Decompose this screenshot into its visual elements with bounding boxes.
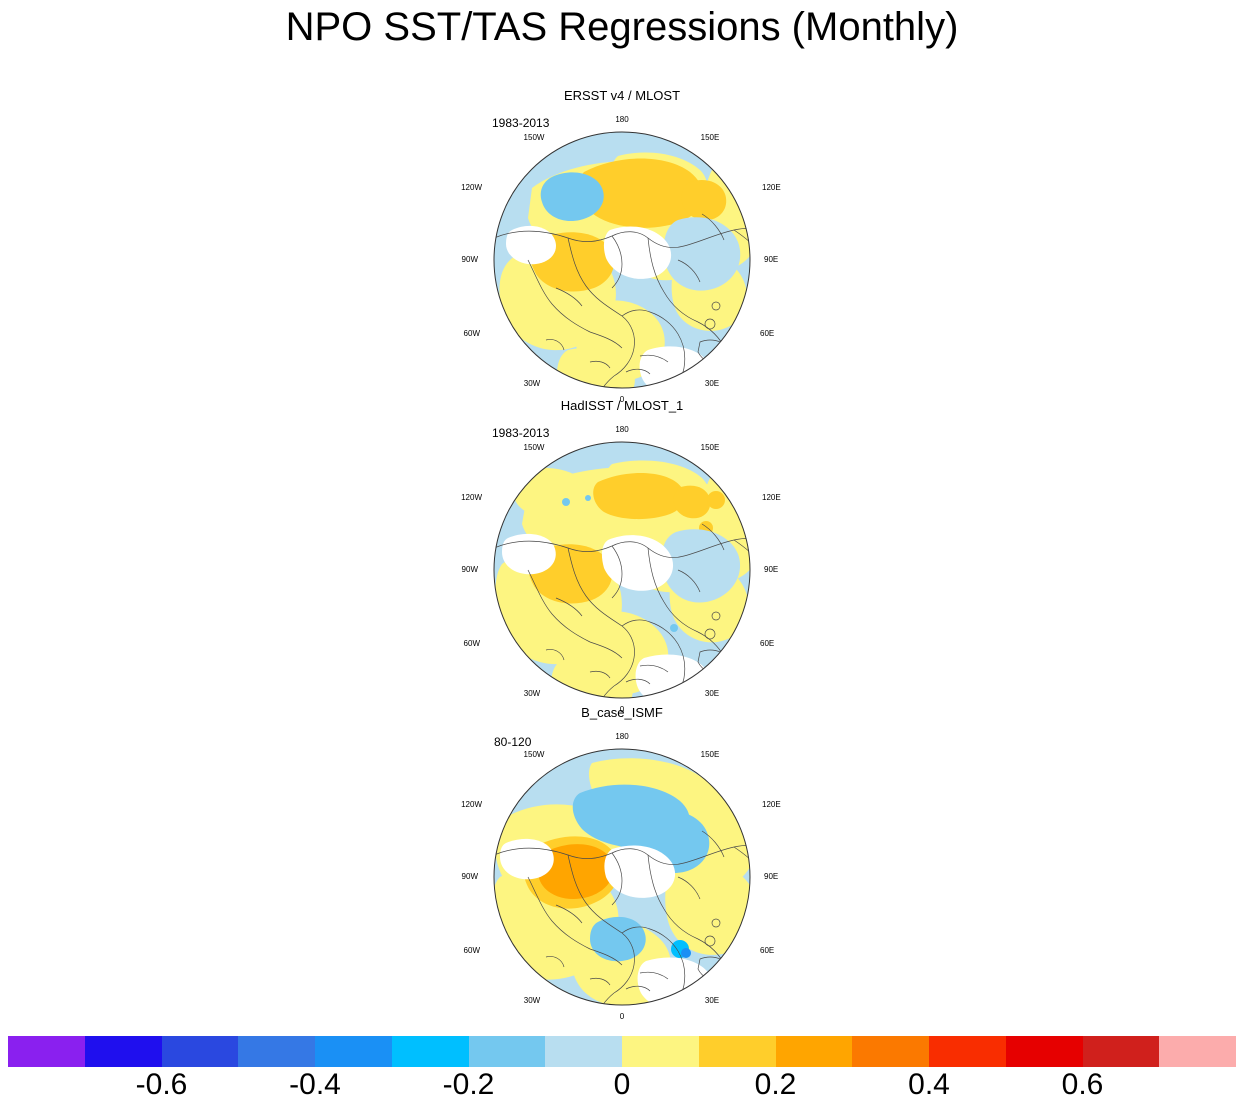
panel-2-title: HadISST / MLOST_1: [560, 398, 684, 413]
svg-text:150W: 150W: [524, 750, 545, 759]
svg-text:90E: 90E: [764, 255, 778, 264]
colorbar-tick-labels: -0.6 -0.4 -0.2 0 0.2 0.4 0.6: [0, 1068, 1244, 1114]
svg-text:60W: 60W: [464, 639, 481, 648]
svg-text:150W: 150W: [524, 443, 545, 452]
svg-text:60W: 60W: [464, 329, 481, 338]
svg-text:150E: 150E: [701, 133, 720, 142]
colorbar-segment-11: [852, 1036, 929, 1067]
svg-text:30E: 30E: [705, 689, 719, 698]
svg-text:60E: 60E: [760, 639, 774, 648]
colorbar-segment-10: [775, 1036, 853, 1067]
panel-1-subtitle: 1983-2013: [492, 116, 550, 130]
colorbar-tick-3: 0: [613, 1068, 631, 1101]
colorbar-segment-13: [1005, 1036, 1083, 1067]
panel-3-subtitle: 80-120: [494, 735, 532, 749]
svg-text:0: 0: [620, 1012, 625, 1021]
svg-text:30W: 30W: [524, 996, 541, 1005]
colorbar-segment-6: [468, 1036, 546, 1067]
svg-text:120E: 120E: [762, 493, 781, 502]
svg-text:150W: 150W: [524, 133, 545, 142]
map-2: 180 150E 120E 90E 60E 30E 0 30W 60W 90W …: [461, 420, 781, 720]
colorbar-tick-0: -0.6: [135, 1068, 188, 1101]
svg-text:150E: 150E: [701, 443, 720, 452]
map-1-lon-labels: 180 150E 120E 90E 60E 30E 0 30W 60W 90W …: [461, 115, 781, 404]
svg-text:120W: 120W: [461, 493, 482, 502]
colorbar-segment-14: [1082, 1036, 1160, 1067]
colorbar-segment-2: [161, 1036, 239, 1067]
panel-2-subtitle: 1983-2013: [492, 426, 550, 440]
svg-text:90W: 90W: [462, 255, 479, 264]
colorbar-tick-5: 0.4: [908, 1068, 950, 1101]
svg-text:30E: 30E: [705, 379, 719, 388]
colorbar-tick-4: 0.2: [754, 1068, 797, 1101]
panel-1-title: ERSST v4 / MLOST: [563, 88, 681, 103]
svg-text:120E: 120E: [762, 183, 781, 192]
svg-text:0: 0: [620, 705, 625, 714]
svg-text:30E: 30E: [705, 996, 719, 1005]
svg-text:120W: 120W: [461, 800, 482, 809]
colorbar-segment-8: [622, 1036, 699, 1067]
svg-text:30W: 30W: [524, 689, 541, 698]
colorbar-segment-5: [391, 1036, 469, 1067]
colorbar-segment-3: [238, 1036, 315, 1067]
colorbar-segment-15: [1159, 1036, 1236, 1067]
map-2-lon-labels: 180 150E 120E 90E 60E 30E 0 30W 60W 90W …: [461, 425, 781, 714]
svg-text:180: 180: [615, 425, 629, 434]
svg-text:90E: 90E: [764, 872, 778, 881]
svg-text:60E: 60E: [760, 946, 774, 955]
svg-text:90W: 90W: [462, 872, 479, 881]
svg-text:180: 180: [615, 115, 629, 124]
colorbar-segment-0: [8, 1036, 85, 1067]
colorbar-tick-6: 0.6: [1061, 1068, 1104, 1101]
svg-text:120W: 120W: [461, 183, 482, 192]
colorbar-segment-1: [84, 1036, 162, 1067]
map-3-fills: [494, 749, 750, 1005]
map-3-lon-labels: 180 150E 120E 90E 60E 30E 0 30W 60W 90W …: [461, 732, 781, 1021]
svg-text:0: 0: [620, 395, 625, 404]
svg-text:30W: 30W: [524, 379, 541, 388]
svg-text:60E: 60E: [760, 329, 774, 338]
svg-text:90E: 90E: [764, 565, 778, 574]
svg-text:120E: 120E: [762, 800, 781, 809]
colorbar: [8, 1036, 1236, 1067]
colorbar-segment-9: [698, 1036, 776, 1067]
map-1: 180 150E 120E 90E 60E 30E 0 30W 60W 90W …: [461, 110, 781, 410]
map-1-coastlines: [494, 213, 750, 388]
svg-text:90W: 90W: [462, 565, 479, 574]
colorbar-tick-1: -0.4: [289, 1068, 341, 1101]
svg-text:150E: 150E: [701, 750, 720, 759]
page-title: NPO SST/TAS Regressions (Monthly): [285, 5, 959, 49]
map-3: 180 150E 120E 90E 60E 30E 0 30W 60W 90W …: [461, 727, 781, 1027]
colorbar-segment-12: [929, 1036, 1006, 1067]
map-1-fills: [494, 132, 750, 388]
colorbar-segment-4: [315, 1036, 392, 1067]
colorbar-segment-7: [545, 1036, 622, 1067]
panel-3-title: B_case_ISMF: [581, 705, 663, 720]
colorbar-tick-2: -0.2: [442, 1068, 495, 1101]
svg-text:60W: 60W: [464, 946, 481, 955]
svg-text:180: 180: [615, 732, 629, 741]
